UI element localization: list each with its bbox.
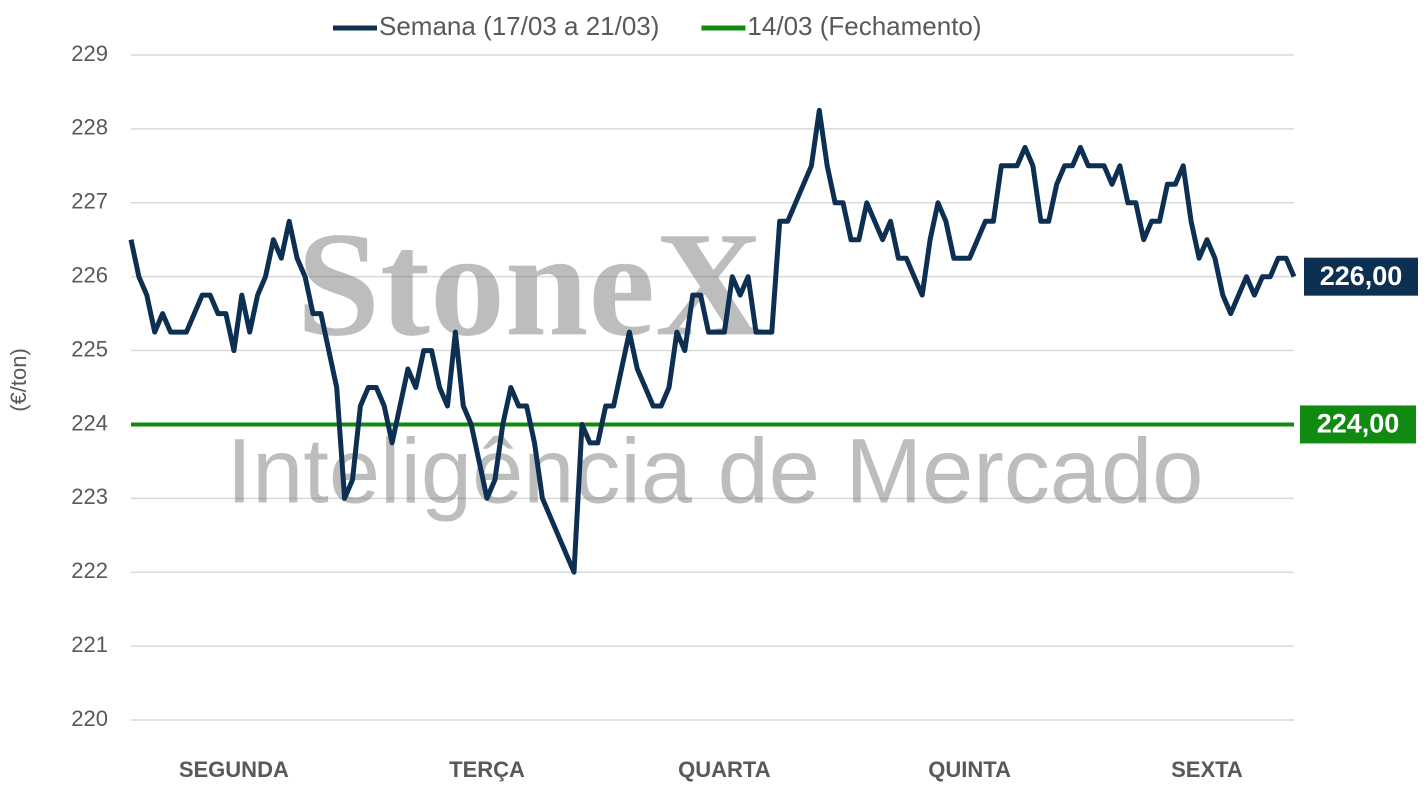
y-tick-label: 223	[71, 484, 108, 509]
watermark-tagline: Inteligência de Mercado	[227, 420, 1204, 522]
y-tick-label: 220	[71, 706, 108, 731]
legend-label: 14/03 (Fechamento)	[747, 11, 981, 41]
y-tick-label: 228	[71, 115, 108, 140]
y-tick-label: 229	[71, 41, 108, 66]
y-axis-label: (€/ton)	[6, 348, 31, 412]
legend-label: Semana (17/03 a 21/03)	[379, 11, 659, 41]
y-tick-label: 221	[71, 632, 108, 657]
reference-label: 224,00	[1317, 409, 1400, 439]
y-tick-label: 227	[71, 189, 108, 214]
x-tick-label: QUINTA	[928, 757, 1011, 782]
y-tick-label: 224	[71, 410, 108, 435]
end-label: 226,00	[1320, 261, 1403, 291]
watermark: StoneX Inteligência de Mercado	[227, 201, 1204, 522]
line-series	[128, 107, 1297, 575]
x-tick-label: SEXTA	[1171, 757, 1243, 782]
y-tick-label: 225	[71, 336, 108, 361]
y-tick-label: 222	[71, 558, 108, 583]
x-tick-label: SEGUNDA	[179, 757, 289, 782]
x-tick-label: QUARTA	[678, 757, 771, 782]
x-tick-label: TERÇA	[449, 757, 525, 782]
reference-label-box	[1300, 405, 1416, 444]
y-tick-label: 226	[71, 262, 108, 287]
end-label-box	[1304, 257, 1418, 296]
watermark-brand: StoneX	[297, 201, 764, 367]
